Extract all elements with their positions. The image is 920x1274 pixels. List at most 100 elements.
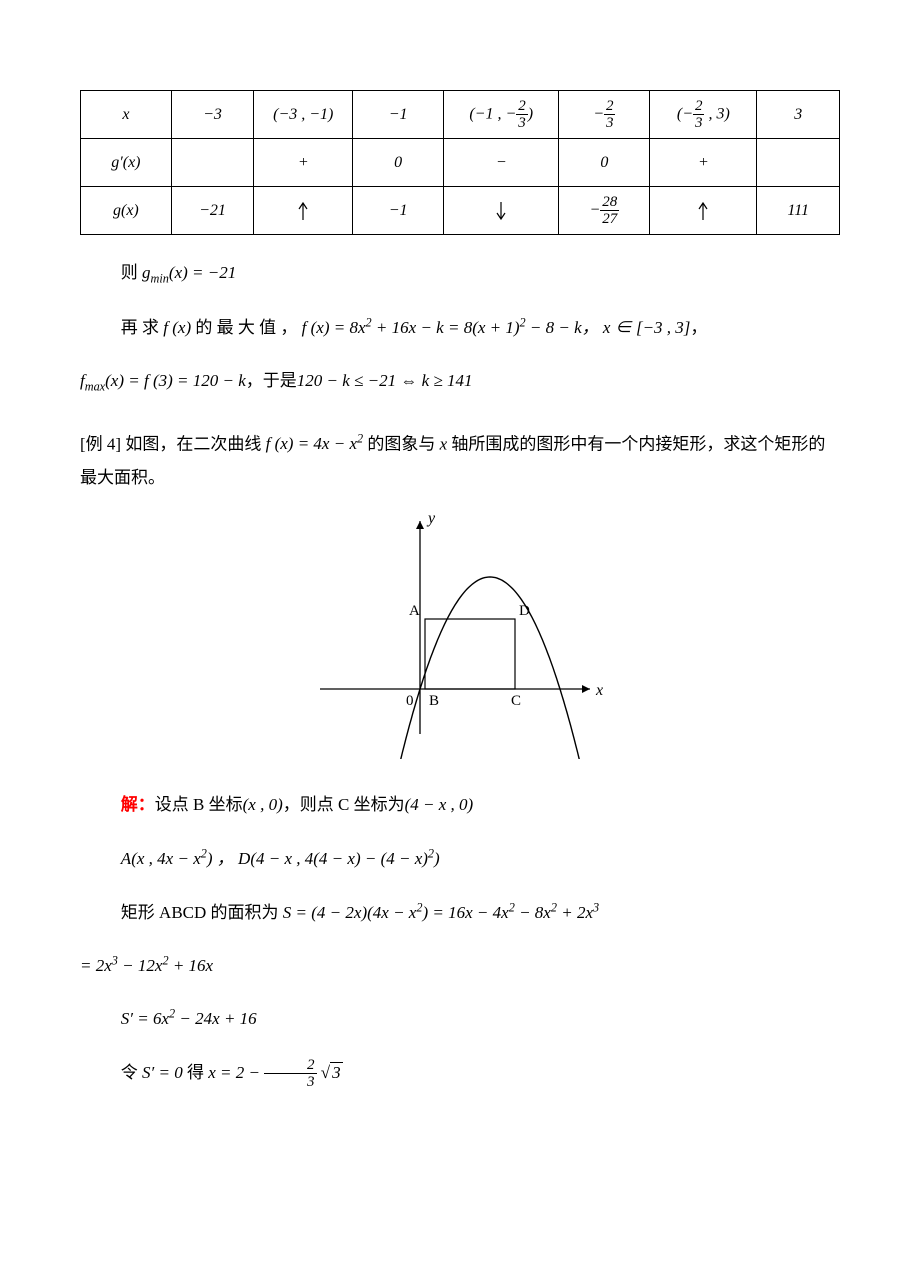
- math: x = 2 − 23 √3: [208, 1063, 342, 1082]
- arrow-down-icon: [494, 200, 508, 222]
- txt: ，则点 C 坐标为: [283, 795, 405, 814]
- math: fmax(x) = f (3) = 120 − k: [80, 371, 246, 390]
- math: (x , 0): [243, 795, 283, 814]
- math: S′ = 6x2 − 24x + 16: [121, 1009, 257, 1028]
- txt: 令: [121, 1063, 138, 1082]
- svg-text:D: D: [519, 603, 530, 619]
- fraction: 23: [516, 98, 528, 132]
- cell: [171, 139, 253, 187]
- den: 3: [693, 115, 705, 132]
- math: f (x) = 8x2 + 16x − k = 8(x + 1)2 − 8 − …: [302, 318, 582, 337]
- cell: 0: [559, 139, 650, 187]
- num: 2: [264, 1057, 316, 1075]
- parabola-diagram: y x 0 A B C D: [80, 509, 840, 767]
- txt: ): [528, 105, 533, 122]
- fraction: 23: [693, 98, 705, 132]
- cell: [443, 187, 558, 235]
- math: S = (4 − 2x)(4x − x2) = 16x − 4x2 − 8x2 …: [283, 903, 599, 922]
- svg-text:0: 0: [406, 693, 414, 709]
- fraction: 23: [264, 1057, 316, 1091]
- txt: 则: [121, 263, 138, 282]
- solution-line-4: = 2x3 − 12x2 + 16x: [80, 949, 840, 984]
- den: 3: [264, 1074, 316, 1091]
- example-4-prompt: [例 4] 如图，在二次曲线 f (x) = 4x − x2 的图象与 x 轴所…: [80, 427, 840, 496]
- cell: (−3 , −1): [254, 91, 353, 139]
- fraction: 23: [604, 98, 616, 132]
- eq: (x) = f (3) = 120 − k: [105, 371, 246, 390]
- cell: −2827: [559, 187, 650, 235]
- txt: , 3): [704, 105, 729, 122]
- row-header-gprime: g′(x): [81, 139, 172, 187]
- fraction: 2827: [600, 194, 619, 228]
- cell: −3: [171, 91, 253, 139]
- cell: +: [650, 139, 757, 187]
- sign-table: x −3 (−3 , −1) −1 (−1 , −23) −23 (−23 , …: [80, 90, 840, 235]
- paragraph-fmax-setup: 再 求 f (x) 的 最 大 值 ， f (x) = 8x2 + 16x − …: [80, 310, 840, 346]
- solution-label: 解：: [121, 795, 155, 814]
- math: f (x) = 4x − x2: [266, 434, 364, 453]
- svg-text:x: x: [595, 682, 603, 699]
- cell: (−23 , 3): [650, 91, 757, 139]
- table-row: g′(x) + 0 − 0 +: [81, 139, 840, 187]
- cell: [650, 187, 757, 235]
- num: 2: [693, 98, 705, 116]
- math: f (x): [163, 318, 191, 337]
- num: 2: [516, 98, 528, 116]
- math: A(x , 4x − x2) ， D(4 − x , 4(4 − x) − (4…: [121, 849, 440, 868]
- svg-text:A: A: [409, 603, 420, 619]
- paragraph-gmin: 则 gmin(x) = −21: [80, 255, 840, 292]
- txt: x = 2 −: [208, 1063, 264, 1082]
- sqrt-arg: 3: [330, 1062, 343, 1082]
- solution-line-3: 矩形 ABCD 的面积为 S = (4 − 2x)(4x − x2) = 16x…: [80, 895, 840, 931]
- cell: 111: [757, 187, 840, 235]
- svg-text:B: B: [429, 693, 439, 709]
- num: 2: [604, 98, 616, 116]
- row-header-x: x: [81, 91, 172, 139]
- domain: ， x ∈ [−3 , 3]: [582, 318, 691, 337]
- cell: −: [443, 139, 558, 187]
- solution-line-6: 令 S′ = 0 得 x = 2 − 23 √3: [80, 1055, 840, 1091]
- math: = 2x3 − 12x2 + 16x: [80, 956, 213, 975]
- cell: −23: [559, 91, 650, 139]
- cell: −1: [353, 91, 444, 139]
- txt: ，于是: [246, 371, 297, 390]
- num: 28: [600, 194, 619, 212]
- diagram-svg: y x 0 A B C D: [310, 509, 610, 759]
- solution-line-1: 解：设点 B 坐标(x , 0)，则点 C 坐标为(4 − x , 0): [80, 787, 840, 823]
- txt: −: [593, 105, 604, 122]
- svg-text:C: C: [511, 693, 521, 709]
- txt: 的 最 大 值 ，: [191, 318, 302, 337]
- g: g: [142, 263, 151, 282]
- cell: [254, 187, 353, 235]
- math: gmin(x) = −21: [142, 263, 236, 282]
- den: 3: [516, 115, 528, 132]
- txt: 得: [187, 1063, 204, 1082]
- txt: 矩形 ABCD 的面积为: [121, 903, 279, 922]
- cell: 0: [353, 139, 444, 187]
- row-header-g: g(x): [81, 187, 172, 235]
- txt: ，: [690, 318, 707, 337]
- txt: 再 求: [121, 318, 164, 337]
- den: 3: [604, 115, 616, 132]
- den: 27: [600, 211, 619, 228]
- arrow-up-icon: [696, 200, 710, 222]
- eq: (x) = −21: [169, 263, 236, 282]
- sub: min: [151, 271, 169, 285]
- cell: 3: [757, 91, 840, 139]
- cell: (−1 , −23): [443, 91, 558, 139]
- cell: −1: [353, 187, 444, 235]
- txt: 设点 B 坐标: [155, 795, 243, 814]
- math: (4 − x , 0): [405, 795, 474, 814]
- paragraph-fmax-result: fmax(x) = f (3) = 120 − k，于是120 − k ≤ −2…: [80, 364, 840, 399]
- svg-text:y: y: [426, 510, 436, 527]
- solution-line-2: A(x , 4x − x2) ， D(4 − x , 4(4 − x) − (4…: [80, 841, 840, 877]
- solution-line-5: S′ = 6x2 − 24x + 16: [80, 1001, 840, 1037]
- txt: 的图象与: [363, 434, 440, 453]
- table-row: x −3 (−3 , −1) −1 (−1 , −23) −23 (−23 , …: [81, 91, 840, 139]
- math: 120 − k ≤ −21 ⇔ k ≥ 141: [297, 371, 473, 390]
- cell: +: [254, 139, 353, 187]
- txt: −: [589, 201, 600, 218]
- math: S′ = 0: [138, 1063, 187, 1082]
- txt: (−1 , −: [469, 105, 516, 122]
- txt: [例 4] 如图，在二次曲线: [80, 434, 266, 453]
